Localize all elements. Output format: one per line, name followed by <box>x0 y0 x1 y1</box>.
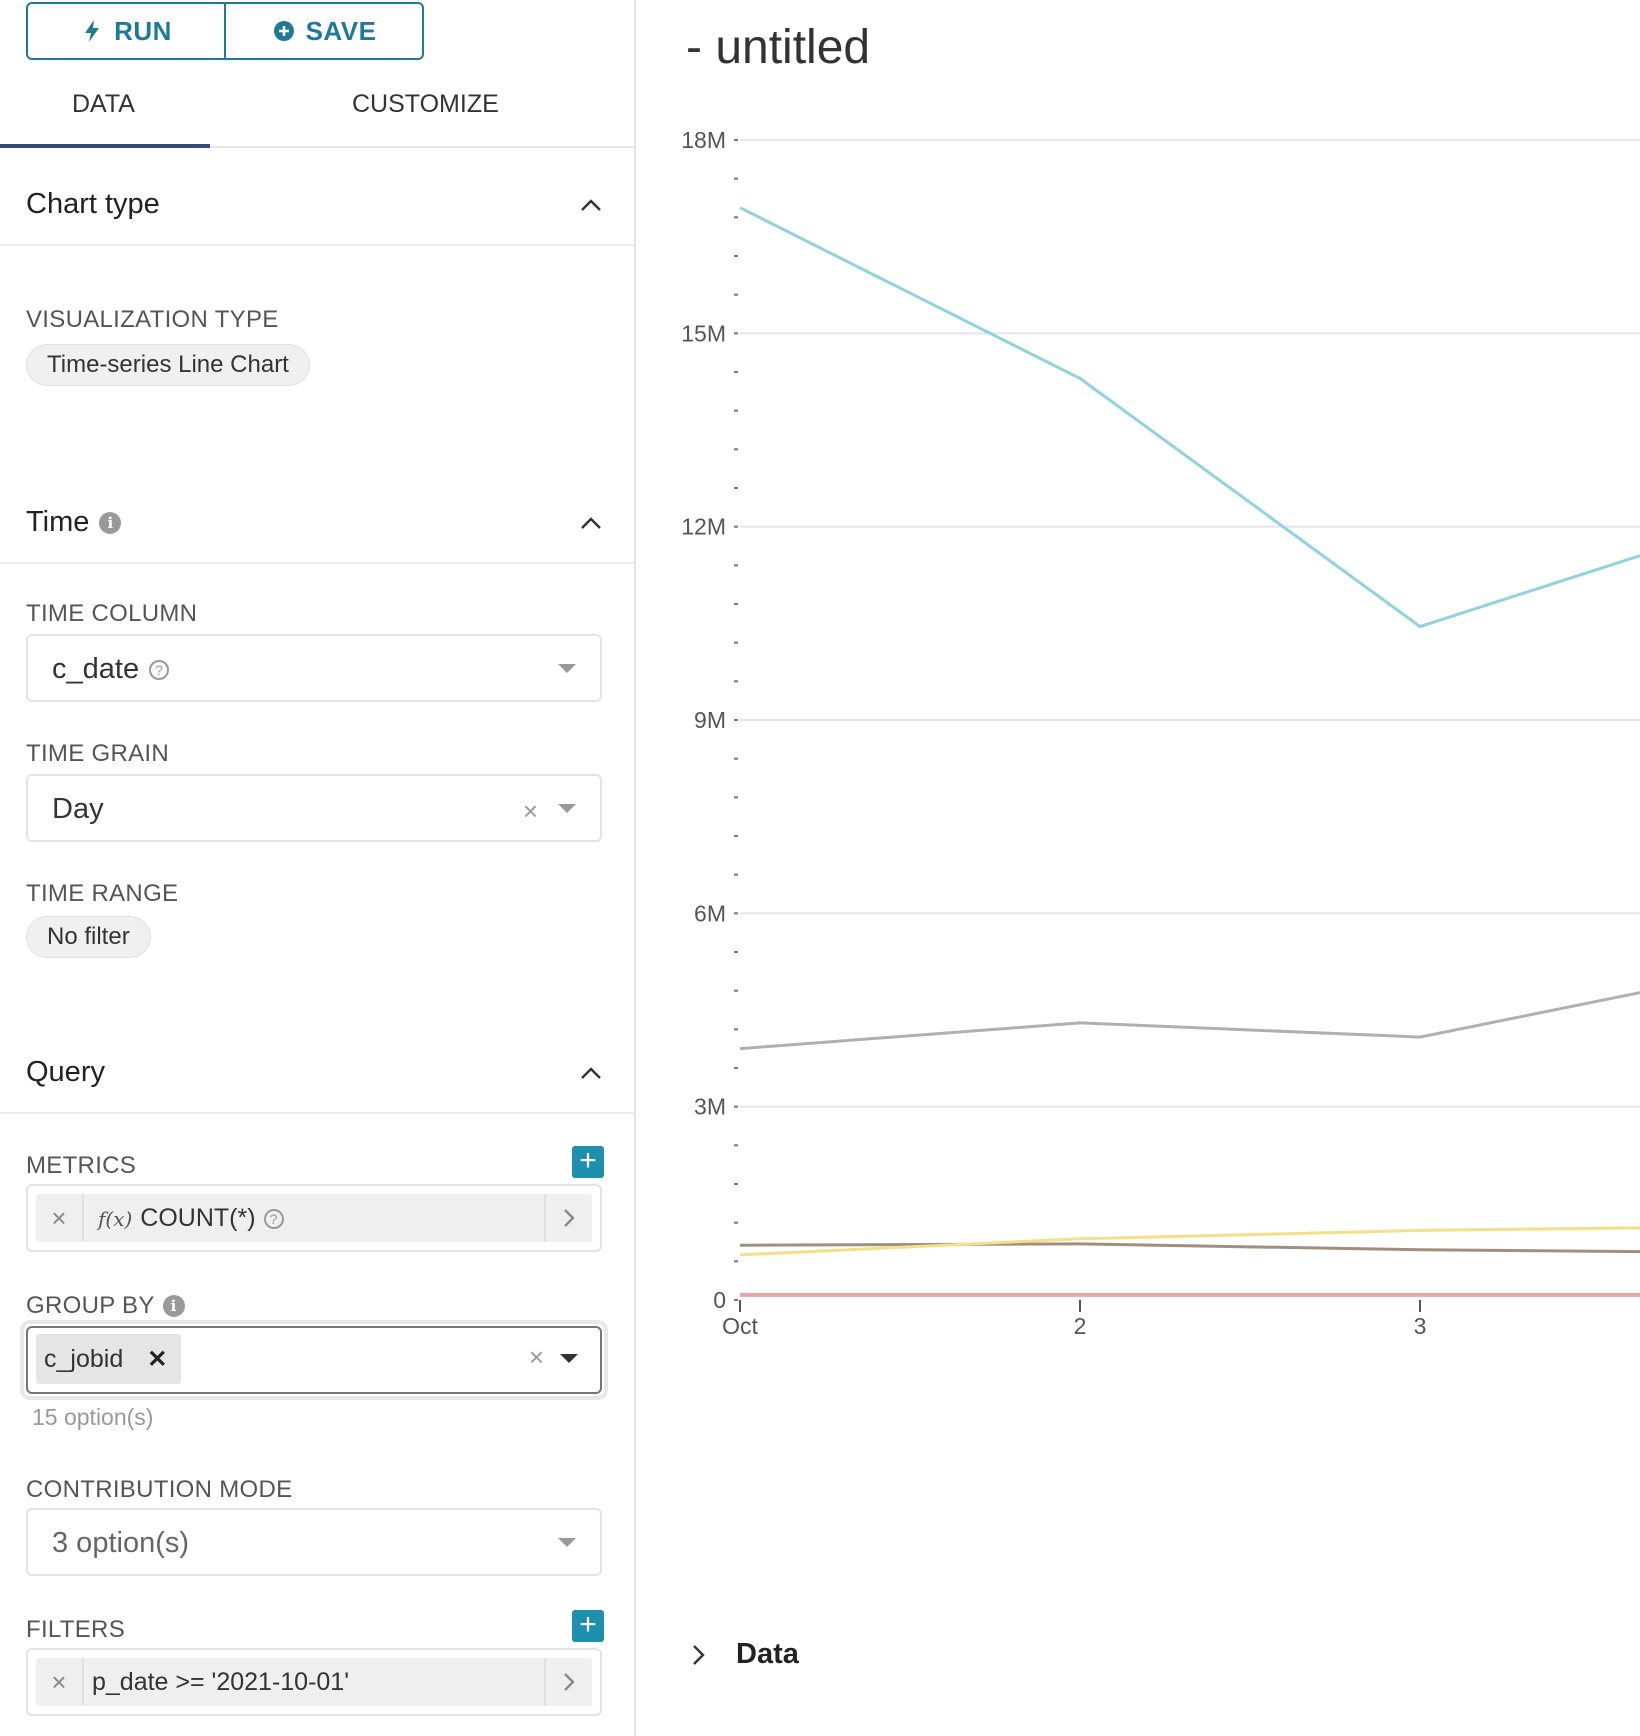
contribution-mode-placeholder: 3 option(s) <box>52 1527 190 1559</box>
info-icon[interactable]: i <box>162 1295 185 1317</box>
y-tick-label: 9M <box>694 707 726 733</box>
series-line <box>739 1226 1640 1257</box>
metric-text-wrap: f(x) COUNT(*) ? <box>98 1204 284 1233</box>
time-title-wrap: Time i <box>26 506 122 539</box>
query-section-header[interactable]: Query <box>0 1034 634 1114</box>
group-by-tag[interactable]: c_jobid ✕ <box>36 1334 182 1384</box>
filter-value: p_date >= '2021-10-01' <box>92 1668 349 1696</box>
remove-metric-icon[interactable]: × <box>36 1194 84 1242</box>
group-by-focus-ring: c_jobid ✕ × <box>20 1320 608 1400</box>
query-title: Query <box>26 1056 105 1088</box>
save-label: SAVE <box>305 15 377 46</box>
add-metric-button[interactable]: + <box>572 1146 604 1178</box>
chevron-down-icon <box>558 1538 576 1547</box>
series-line <box>739 206 1640 629</box>
chevron-down-icon <box>560 1354 578 1363</box>
y-tick-label: 12M <box>681 514 726 540</box>
time-range-pill[interactable]: No filter <box>26 916 151 958</box>
info-icon[interactable]: i <box>99 511 122 534</box>
chevron-up-icon[interactable] <box>578 192 604 218</box>
function-icon: f(x) <box>98 1206 133 1231</box>
visualization-type-pill[interactable]: Time-series Line Chart <box>26 344 310 386</box>
time-column-select[interactable]: c_date ? <box>26 634 602 702</box>
y-tick-label: 0 <box>713 1287 726 1313</box>
visualization-type-label: VISUALIZATION TYPE <box>26 306 279 333</box>
group-by-tag-label: c_jobid <box>44 1344 124 1373</box>
group-by-label: GROUP BY <box>26 1292 155 1319</box>
y-tick-label: 3M <box>694 1094 726 1120</box>
chevron-right-icon[interactable] <box>544 1658 592 1706</box>
x-tick-label: 3 <box>1414 1313 1427 1339</box>
metric-chip[interactable]: × f(x) COUNT(*) ? <box>36 1194 592 1242</box>
chevron-right-icon[interactable] <box>544 1194 592 1242</box>
tab-data[interactable]: DATA <box>72 90 135 118</box>
y-tick-label: 15M <box>681 320 726 346</box>
metrics-label: METRICS <box>26 1152 137 1179</box>
plus-circle-icon <box>273 21 294 41</box>
time-column-value-wrap: c_date ? <box>52 653 170 686</box>
chevron-down-icon <box>558 804 576 813</box>
metric-value: COUNT(*) <box>140 1204 256 1232</box>
time-column-value: c_date <box>52 653 140 685</box>
clear-icon[interactable]: × <box>528 1342 544 1372</box>
chevron-down-icon <box>558 664 576 673</box>
y-tick-label: 6M <box>694 900 726 926</box>
chevron-up-icon[interactable] <box>578 510 604 536</box>
help-icon[interactable]: ? <box>149 659 170 680</box>
contribution-mode-select[interactable]: 3 option(s) <box>26 1508 602 1576</box>
series-line <box>739 1242 1640 1254</box>
chart-title: - untitled <box>686 21 871 74</box>
time-grain-value: Day <box>52 793 104 825</box>
remove-tag-icon[interactable]: ✕ <box>147 1345 168 1373</box>
action-button-group: RUN SAVE <box>26 2 424 60</box>
time-range-label: TIME RANGE <box>26 880 179 907</box>
tab-customize[interactable]: CUSTOMIZE <box>352 90 499 118</box>
run-label: RUN <box>114 15 172 46</box>
group-by-label-wrap: GROUP BY i <box>26 1292 185 1320</box>
x-tick-label: Oct <box>722 1313 758 1339</box>
data-toggle-label: Data <box>736 1638 799 1670</box>
time-grain-select[interactable]: Day × <box>26 774 602 842</box>
time-column-label: TIME COLUMN <box>26 600 198 627</box>
contribution-mode-label: CONTRIBUTION MODE <box>26 1476 293 1503</box>
save-button[interactable]: SAVE <box>224 4 422 58</box>
time-section-header[interactable]: Time i <box>0 484 634 564</box>
run-button[interactable]: RUN <box>28 4 224 58</box>
y-tick-label: 18M <box>681 127 726 153</box>
help-icon[interactable]: ? <box>263 1208 284 1229</box>
chart-type-section-header[interactable]: Chart type <box>0 166 634 246</box>
filter-field: × p_date >= '2021-10-01' <box>26 1648 602 1716</box>
filter-chip[interactable]: × p_date >= '2021-10-01' <box>36 1658 592 1706</box>
filters-label: FILTERS <box>26 1616 126 1643</box>
add-filter-button[interactable]: + <box>572 1610 604 1642</box>
chevron-up-icon[interactable] <box>578 1060 604 1086</box>
group-by-options-hint: 15 option(s) <box>32 1404 154 1430</box>
chart-type-title: Chart type <box>26 188 160 220</box>
x-tick-label: 2 <box>1074 1313 1087 1339</box>
time-grain-label: TIME GRAIN <box>26 740 170 767</box>
chevron-right-icon <box>693 1644 705 1665</box>
data-panel-toggle[interactable]: Data <box>690 1638 799 1671</box>
line-chart: 0 3M 6M 9M 12M 15M 18M Oct 2 3 <box>681 127 1640 1339</box>
series-line <box>739 991 1640 1051</box>
panel-tabs: DATA CUSTOMIZE <box>0 66 634 148</box>
lightning-icon <box>85 20 100 42</box>
group-by-select[interactable]: c_jobid ✕ × <box>26 1326 602 1394</box>
time-title: Time <box>26 506 90 538</box>
remove-filter-icon[interactable]: × <box>36 1658 84 1706</box>
metric-field: × f(x) COUNT(*) ? <box>26 1184 602 1252</box>
clear-icon[interactable]: × <box>522 796 538 826</box>
control-panel: RUN SAVE DATA CUSTOMIZE Chart type VISUA… <box>0 0 636 1736</box>
active-tab-indicator <box>0 144 210 148</box>
